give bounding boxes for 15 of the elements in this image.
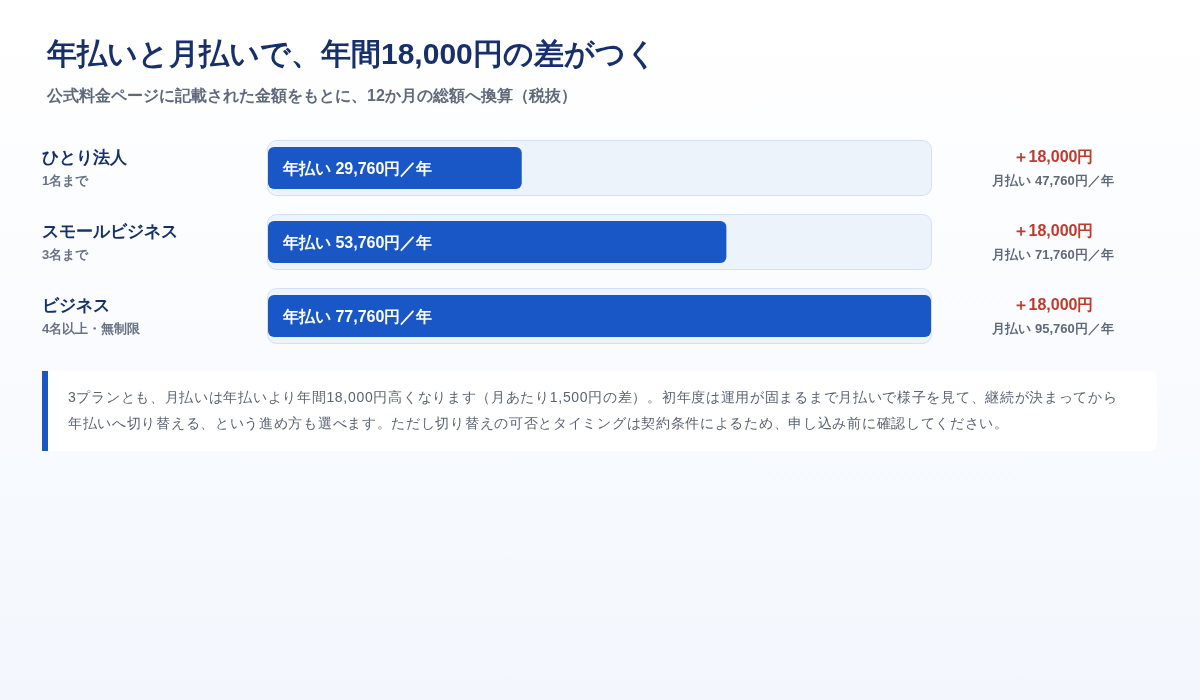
y-tick-label: スモールビジネス 3名まで [42, 221, 178, 262]
y-tick-label: ビジネス 4名以上・無制限 [42, 295, 142, 336]
y-tick-label: ひとり法人 1名まで [42, 147, 128, 188]
data-label: 年払い 29,760円／年 [282, 159, 433, 178]
text: ＋18,000円 [1012, 221, 1094, 239]
text: 月払い 47,760円／年 [991, 172, 1114, 188]
text: ＋18,000円 [1012, 295, 1094, 313]
chart-subtitle: 公式料金ページに記載された金額をもとに、12か月の総額へ換算（税抜） [46, 86, 577, 105]
text: 月払い 71,760円／年 [991, 246, 1114, 262]
data-label: 年払い 53,760円／年 [282, 233, 433, 252]
text: ＋18,000円 [1012, 147, 1094, 165]
text: 3プランとも、月払いは年払いより年間18,000円高くなります（月あたり1,500円の差）。初年度は運用が固まるまで月払いで様子を見て、継続が決まってから年払いへ切り替える、という進め方も選べます。ただし切り替えの可否とタイミングは契約条件によるため、申し込み前に確認してください。 [42, 371, 1157, 451]
chart-title: 年払いと月払いで、年間18,000円の差がつく [46, 36, 657, 70]
data-label: 年払い 77,760円／年 [282, 307, 433, 326]
text: 月払い 95,760円／年 [991, 320, 1114, 336]
